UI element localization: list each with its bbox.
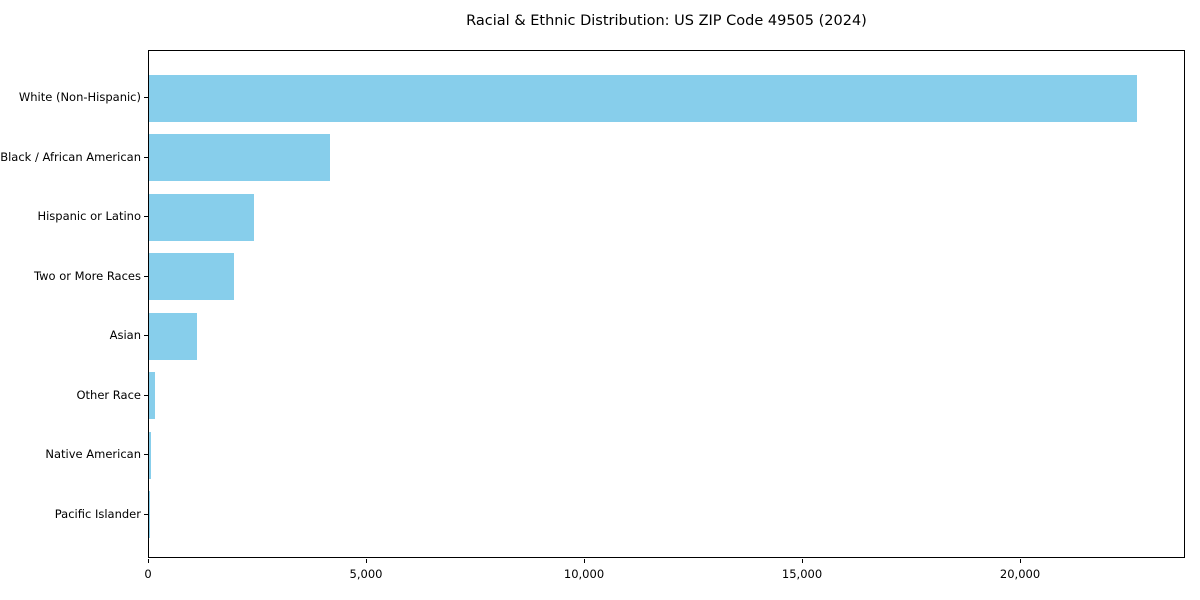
bar-black-african-american bbox=[149, 134, 330, 181]
x-tick-mark bbox=[584, 559, 586, 563]
y-tick-label: Black / African American bbox=[0, 149, 141, 164]
y-tick-label: Native American bbox=[45, 447, 141, 461]
x-tick-label: 15,000 bbox=[781, 567, 823, 581]
chart-title: Racial & Ethnic Distribution: US ZIP Cod… bbox=[466, 13, 867, 29]
plot-area bbox=[148, 50, 1185, 558]
y-tick-label: Pacific Islander bbox=[54, 506, 141, 521]
bar-asian bbox=[149, 312, 197, 360]
x-tick-label: 5,000 bbox=[349, 567, 383, 581]
y-tick-mark bbox=[144, 513, 148, 515]
bar-other-race bbox=[149, 372, 156, 419]
y-tick-label: White (Non-Hispanic) bbox=[18, 90, 141, 104]
y-tick-mark bbox=[144, 97, 148, 99]
y-tick-mark bbox=[144, 275, 148, 277]
y-tick-mark bbox=[144, 216, 148, 218]
bar-two-or-more-races bbox=[149, 253, 235, 300]
y-tick-label: Two or More Races bbox=[34, 268, 141, 283]
y-tick-label: Other Race bbox=[76, 387, 142, 402]
y-tick-mark bbox=[144, 335, 148, 337]
y-tick-mark bbox=[144, 394, 148, 396]
y-tick-label: Hispanic or Latino bbox=[37, 209, 141, 223]
bar-native-american bbox=[149, 431, 151, 479]
x-tick-mark bbox=[366, 559, 368, 563]
x-tick-label: 0 bbox=[144, 567, 152, 581]
y-tick-mark bbox=[144, 454, 148, 456]
bar-white-non-hispanic bbox=[149, 74, 1137, 122]
bar-hispanic-or-latino bbox=[149, 193, 254, 241]
y-tick-mark bbox=[144, 156, 148, 158]
y-tick-label: Asian bbox=[109, 328, 141, 342]
x-tick-mark bbox=[1020, 559, 1022, 563]
x-tick-mark bbox=[802, 559, 804, 563]
x-tick-mark bbox=[148, 559, 150, 563]
x-tick-label: 20,000 bbox=[999, 567, 1041, 581]
x-tick-label: 10,000 bbox=[563, 567, 605, 581]
